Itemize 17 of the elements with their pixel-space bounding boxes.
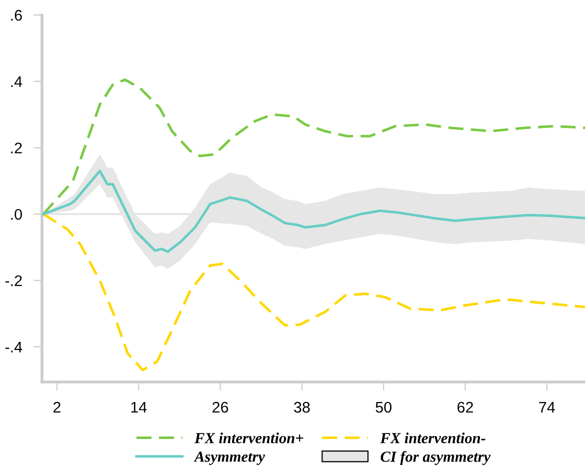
x-tick-label: 2 [53,402,60,413]
y-tick-label: .4 [11,76,22,87]
x-tick-label: 38 [294,402,310,413]
x-tick-label: 50 [376,402,392,413]
y-tick-label: .2 [11,142,22,154]
legend-label: Asymmetry [194,452,265,465]
x-tick-label: 74 [539,402,555,413]
x-tick-label: 14 [131,402,147,413]
y-tick-label: -.2 [5,275,22,286]
legend-label: FX intervention+ [194,432,304,444]
x-tick-label: 26 [212,402,228,413]
y-tick-label: .0 [11,208,22,220]
legend-label: FX intervention- [380,432,486,444]
x-tick-label: 62 [458,402,473,413]
y-tick-label: -.4 [5,342,22,352]
text: CI for asymmetry [380,450,491,466]
y-tick-label: .6 [11,10,22,21]
